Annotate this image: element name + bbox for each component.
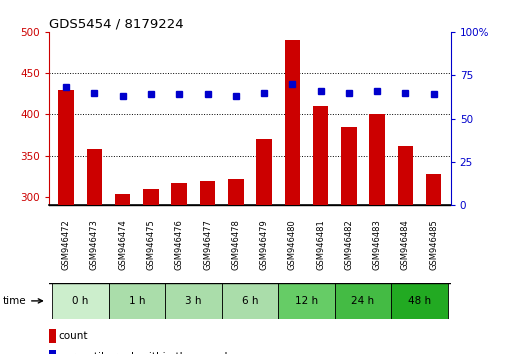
Text: 0 h: 0 h	[72, 296, 89, 306]
Text: 12 h: 12 h	[295, 296, 318, 306]
Text: 6 h: 6 h	[242, 296, 258, 306]
Bar	[426, 174, 441, 354]
Bar	[341, 127, 357, 354]
Bar	[165, 283, 222, 319]
Bar	[391, 283, 448, 319]
Bar	[335, 283, 391, 319]
Text: GSM946481: GSM946481	[316, 219, 325, 270]
Text: GSM946483: GSM946483	[372, 219, 382, 270]
Bar	[256, 139, 272, 354]
Text: 3 h: 3 h	[185, 296, 202, 306]
Text: GSM946476: GSM946476	[175, 219, 184, 270]
Bar	[284, 40, 300, 354]
Text: GSM946474: GSM946474	[118, 219, 127, 270]
Text: GSM946482: GSM946482	[344, 219, 353, 270]
Text: GSM946475: GSM946475	[147, 219, 155, 270]
Bar	[228, 179, 243, 354]
Text: GSM946485: GSM946485	[429, 219, 438, 270]
Bar	[171, 183, 187, 354]
Text: count: count	[58, 331, 88, 341]
Bar	[369, 114, 385, 354]
Bar	[109, 283, 165, 319]
Text: 1 h: 1 h	[128, 296, 145, 306]
Bar	[200, 181, 215, 354]
Text: GSM946473: GSM946473	[90, 219, 99, 270]
Text: GSM946479: GSM946479	[260, 219, 268, 270]
Bar	[278, 283, 335, 319]
Bar	[143, 189, 159, 354]
Text: time: time	[3, 296, 42, 306]
Text: 24 h: 24 h	[351, 296, 375, 306]
Text: GSM946484: GSM946484	[401, 219, 410, 270]
Bar	[49, 350, 56, 354]
Bar	[222, 283, 278, 319]
Bar	[52, 283, 109, 319]
Text: GSM946478: GSM946478	[232, 219, 240, 270]
Text: GSM946480: GSM946480	[288, 219, 297, 270]
Text: GSM946477: GSM946477	[203, 219, 212, 270]
Bar	[49, 329, 56, 343]
Bar	[87, 149, 102, 354]
Text: percentile rank within the sample: percentile rank within the sample	[58, 352, 234, 354]
Bar	[59, 90, 74, 354]
Text: 48 h: 48 h	[408, 296, 431, 306]
Text: GSM946472: GSM946472	[62, 219, 70, 270]
Bar	[313, 106, 328, 354]
Text: GDS5454 / 8179224: GDS5454 / 8179224	[49, 17, 184, 30]
Bar	[398, 146, 413, 354]
Bar	[115, 194, 131, 354]
